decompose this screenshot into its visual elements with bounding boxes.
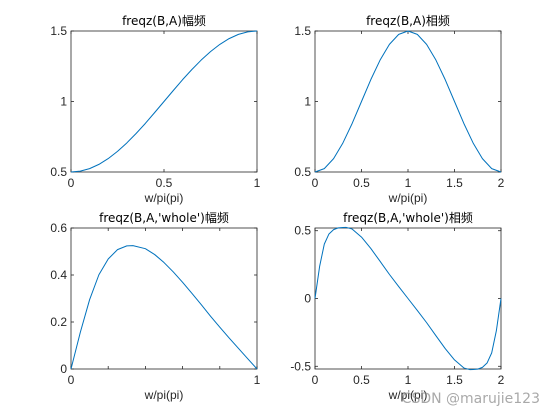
x-tick-label: 0	[68, 373, 75, 387]
y-tick-label: -0.5	[290, 359, 311, 373]
x-tick-label: 1.5	[446, 176, 463, 190]
y-tick-label: 0.6	[50, 221, 67, 235]
x-axis-label: w/pi(pi)	[144, 388, 184, 402]
y-tick-label: 1	[304, 95, 311, 109]
x-tick-label: 0	[312, 176, 319, 190]
y-tick-label: 0	[60, 362, 67, 376]
y-tick-label: 0.2	[50, 315, 67, 329]
subplot-title: freqz(B,A)相频	[366, 14, 450, 28]
y-tick-label: 0.4	[50, 268, 67, 282]
x-tick-label: 0.5	[353, 176, 370, 190]
x-tick-label: 1	[405, 176, 412, 190]
series-line	[314, 30, 502, 173]
series-line	[70, 245, 258, 370]
axes-box	[314, 30, 502, 173]
y-tick-label: 0.5	[50, 165, 67, 179]
x-tick-label: 2	[498, 373, 505, 387]
watermark-text: CSDN @marujie123	[401, 391, 540, 407]
subplot-4: 0 0.5 1 1.5 2-0.500.5freqz(B,A,'whole')相频w/p…	[290, 211, 504, 402]
x-tick-label: 0.5	[156, 176, 173, 190]
y-tick-label: 0.5	[294, 224, 311, 238]
y-tick-label: 1.5	[294, 24, 311, 38]
x-tick-label: 1.5	[446, 373, 463, 387]
x-tick-label: 0	[68, 176, 75, 190]
y-tick-label: 0	[304, 292, 311, 306]
y-tick-label: 1.5	[50, 24, 67, 38]
subplot-title: freqz(B,A)幅频	[122, 13, 206, 28]
x-tick-label: 0	[312, 373, 319, 387]
subplot-title: freqz(B,A,'whole')幅频	[99, 210, 229, 225]
x-tick-label: 1	[405, 373, 412, 387]
x-tick-label: 0.5	[353, 373, 370, 387]
series-line	[70, 30, 258, 173]
x-axis-label: w/pi(pi)	[388, 388, 428, 402]
axes-box	[70, 227, 258, 370]
subplot-title: freqz(B,A,'whole')相频	[343, 211, 473, 225]
x-tick-label: 2	[498, 176, 505, 190]
x-tick-label: 1	[254, 373, 261, 387]
series-line	[314, 226, 502, 371]
y-tick-label: 0.5	[294, 165, 311, 179]
x-axis-label: w/pi(pi)	[388, 191, 428, 205]
x-axis-label: w/pi(pi)	[144, 191, 184, 205]
x-tick-label: 1	[254, 176, 261, 190]
subplot-3: 0 1 0 0.2 0.4 0.6 freqz(B,A,'whole')幅频 w/pi(pi)	[50, 210, 260, 402]
y-tick-label: 1	[60, 95, 67, 109]
